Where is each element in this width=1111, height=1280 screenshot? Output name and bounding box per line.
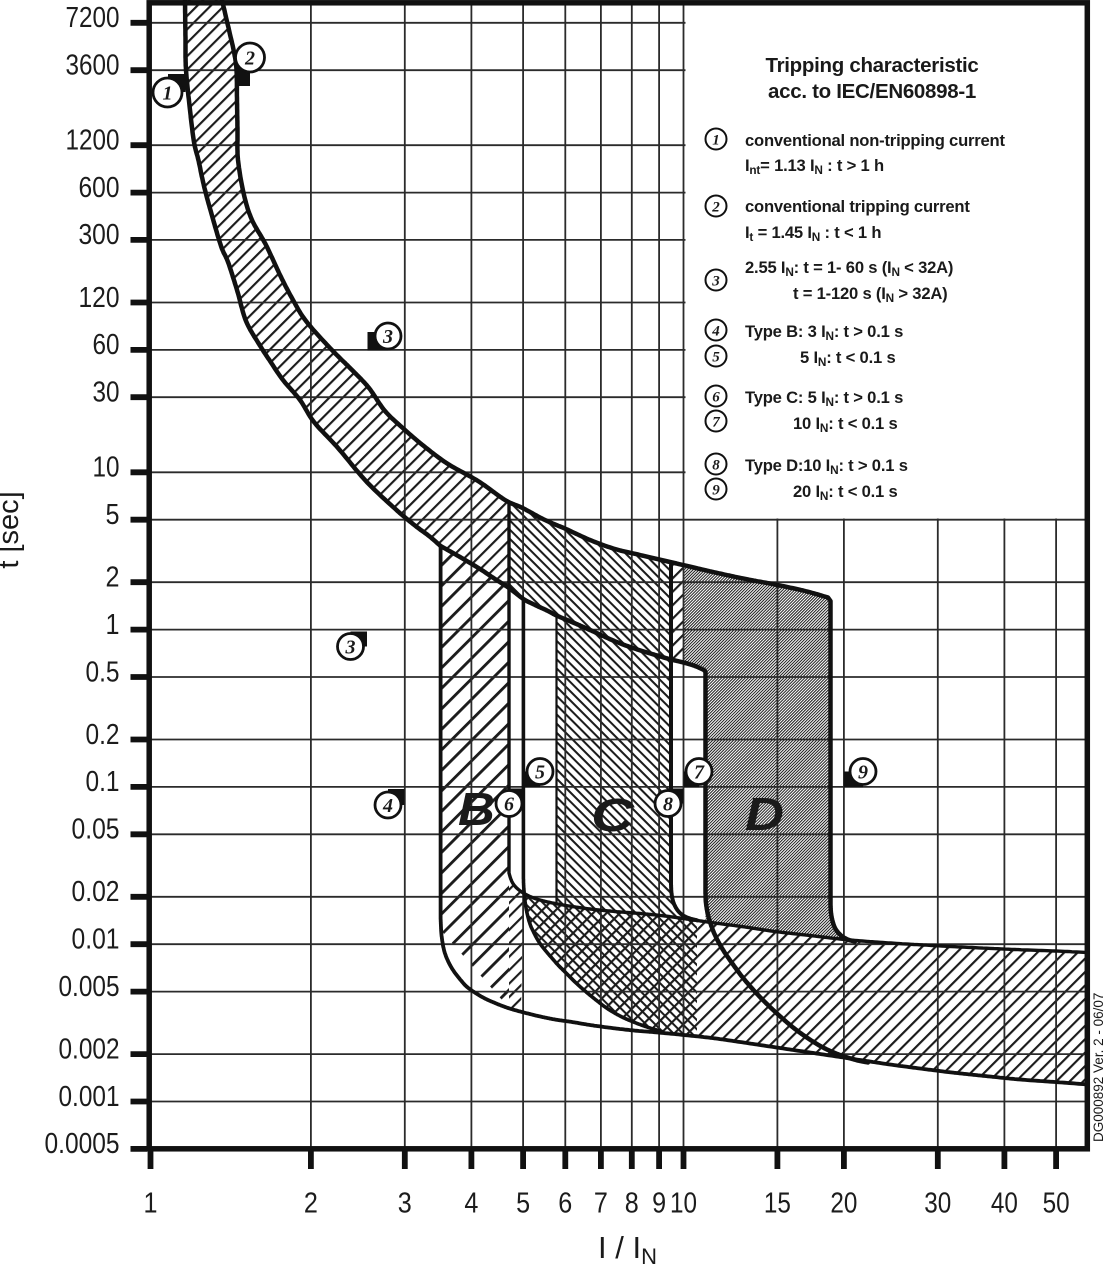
svg-text:I / IN: I / IN (598, 1230, 657, 1269)
svg-text:10: 10 (670, 1188, 697, 1220)
svg-text:120: 120 (79, 282, 120, 314)
svg-text:9: 9 (858, 762, 868, 784)
svg-text:2: 2 (106, 562, 120, 594)
svg-text:300: 300 (79, 219, 120, 251)
svg-text:0.005: 0.005 (59, 971, 120, 1003)
svg-text:4: 4 (711, 324, 720, 340)
svg-text:30: 30 (924, 1188, 951, 1220)
svg-text:7: 7 (694, 762, 705, 784)
svg-text:1: 1 (712, 133, 720, 149)
svg-text:Tripping characteristic: Tripping characteristic (766, 54, 979, 77)
svg-text:0.01: 0.01 (72, 924, 120, 956)
svg-text:0.0005: 0.0005 (45, 1128, 120, 1160)
svg-text:0.002: 0.002 (59, 1033, 120, 1065)
svg-text:Type D:10 IN: t > 0.1 s: Type D:10 IN: t > 0.1 s (745, 456, 908, 477)
svg-text:0.05: 0.05 (72, 814, 120, 846)
svg-text:1: 1 (144, 1188, 158, 1220)
svg-text:t [sec]: t [sec] (0, 491, 25, 568)
svg-text:DG000892 Ver. 2 - 06/07: DG000892 Ver. 2 - 06/07 (1091, 993, 1106, 1142)
svg-text:0.5: 0.5 (86, 656, 120, 688)
svg-text:t = 1-120 s (IN > 32A): t = 1-120 s (IN > 32A) (793, 284, 947, 305)
svg-text:40: 40 (991, 1188, 1018, 1220)
svg-text:6: 6 (504, 794, 514, 816)
svg-text:9: 9 (652, 1188, 666, 1220)
svg-text:1: 1 (163, 83, 173, 105)
svg-text:20 IN: t < 0.1 s: 20 IN: t < 0.1 s (793, 482, 898, 503)
svg-text:6: 6 (712, 390, 720, 406)
svg-text:7200: 7200 (66, 2, 120, 34)
svg-text:2.55 IN: t = 1- 60 s (IN < 32A: 2.55 IN: t = 1- 60 s (IN < 32A) (745, 258, 953, 279)
svg-text:0.001: 0.001 (59, 1081, 120, 1113)
svg-text:4: 4 (464, 1188, 478, 1220)
svg-text:D: D (745, 788, 784, 840)
svg-text:10: 10 (93, 452, 120, 484)
svg-text:5 IN: t < 0.1 s: 5 IN: t < 0.1 s (800, 348, 895, 369)
svg-text:5: 5 (712, 350, 720, 366)
svg-text:3: 3 (345, 637, 356, 659)
svg-text:30: 30 (93, 377, 120, 409)
svg-text:2: 2 (304, 1188, 318, 1220)
svg-text:20: 20 (830, 1188, 857, 1220)
svg-text:2: 2 (711, 200, 720, 216)
svg-text:8: 8 (663, 794, 673, 816)
svg-text:conventional non-tripping curr: conventional non-tripping current (745, 131, 1005, 150)
svg-text:7: 7 (594, 1188, 608, 1220)
svg-text:9: 9 (712, 483, 720, 499)
svg-text:15: 15 (764, 1188, 791, 1220)
svg-text:1: 1 (106, 609, 120, 641)
svg-text:3: 3 (382, 326, 393, 348)
svg-text:acc. to IEC/EN60898-1: acc. to IEC/EN60898-1 (768, 80, 976, 103)
svg-text:C: C (591, 789, 635, 841)
svg-text:2: 2 (244, 48, 255, 70)
svg-text:600: 600 (79, 172, 120, 204)
svg-text:Int= 1.13 IN : t > 1 h: Int= 1.13 IN : t > 1 h (745, 156, 884, 177)
svg-text:8: 8 (712, 458, 720, 474)
svg-text:60: 60 (93, 329, 120, 361)
svg-text:It = 1.45 IN : t < 1 h: It = 1.45 IN : t < 1 h (745, 223, 881, 244)
svg-text:3: 3 (711, 274, 720, 290)
svg-text:1200: 1200 (66, 125, 120, 157)
svg-text:0.1: 0.1 (86, 766, 120, 798)
svg-text:conventional tripping current: conventional tripping current (745, 197, 970, 216)
svg-text:5: 5 (106, 499, 120, 531)
svg-text:5: 5 (516, 1188, 530, 1220)
svg-text:6: 6 (558, 1188, 572, 1220)
svg-text:50: 50 (1043, 1188, 1070, 1220)
svg-text:B: B (458, 783, 495, 835)
svg-text:4: 4 (382, 795, 393, 817)
svg-text:5: 5 (535, 762, 545, 784)
svg-text:0.2: 0.2 (86, 719, 120, 751)
svg-text:Type B: 3 IN: t > 0.1 s: Type B: 3 IN: t > 0.1 s (745, 322, 903, 343)
svg-text:8: 8 (625, 1188, 639, 1220)
svg-text:10 IN: t < 0.1 s: 10 IN: t < 0.1 s (793, 414, 898, 435)
svg-text:Type C: 5 IN: t > 0.1 s: Type C: 5 IN: t > 0.1 s (745, 388, 903, 409)
svg-text:0.02: 0.02 (72, 876, 120, 908)
svg-text:3: 3 (398, 1188, 412, 1220)
svg-text:3600: 3600 (66, 50, 120, 82)
svg-text:7: 7 (712, 415, 720, 431)
